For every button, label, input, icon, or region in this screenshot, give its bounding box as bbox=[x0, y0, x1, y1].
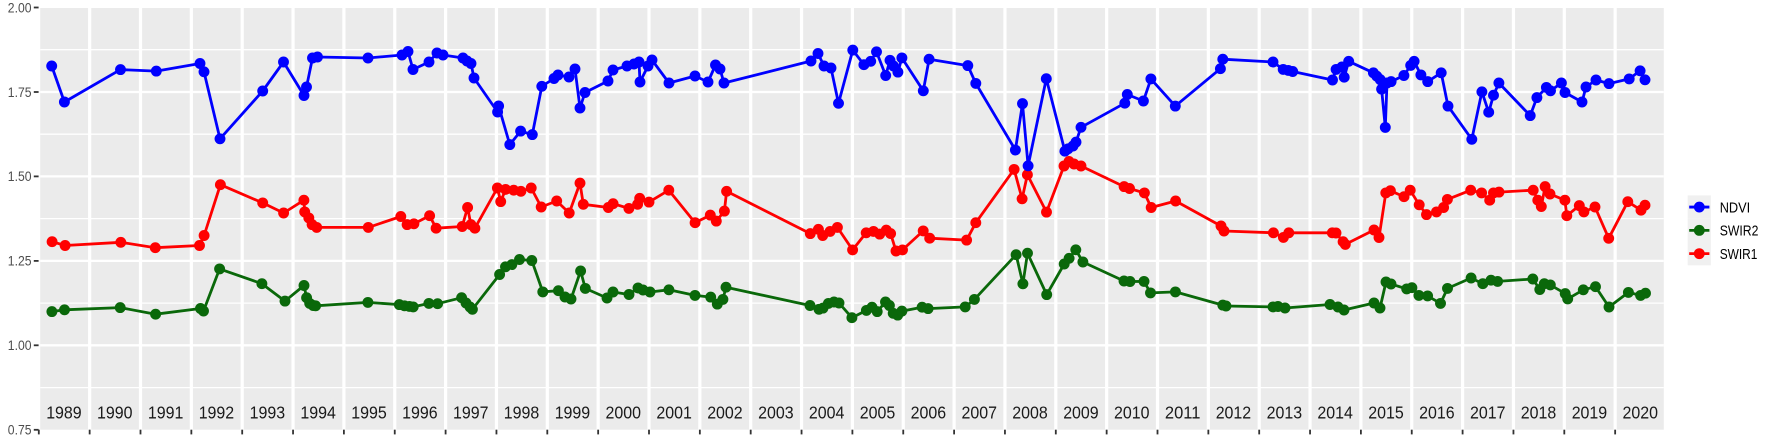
svg-text:2001: 2001 bbox=[656, 403, 692, 423]
svg-text:1.75: 1.75 bbox=[8, 85, 32, 100]
svg-text:2009: 2009 bbox=[1063, 403, 1099, 423]
svg-text:1998: 1998 bbox=[504, 403, 540, 423]
svg-text:2018: 2018 bbox=[1521, 403, 1557, 423]
svg-text:2016: 2016 bbox=[1419, 403, 1455, 423]
svg-text:2014: 2014 bbox=[1317, 403, 1353, 423]
svg-text:2002: 2002 bbox=[707, 403, 743, 423]
svg-text:1991: 1991 bbox=[148, 403, 184, 423]
svg-text:2015: 2015 bbox=[1368, 403, 1404, 423]
svg-text:2010: 2010 bbox=[1114, 403, 1150, 423]
svg-text:2006: 2006 bbox=[911, 403, 947, 423]
svg-text:1997: 1997 bbox=[453, 403, 489, 423]
svg-text:2005: 2005 bbox=[860, 403, 896, 423]
svg-text:1999: 1999 bbox=[555, 403, 591, 423]
svg-text:2017: 2017 bbox=[1470, 403, 1506, 423]
svg-text:SWIR2: SWIR2 bbox=[1720, 223, 1759, 240]
svg-text:2019: 2019 bbox=[1572, 403, 1608, 423]
svg-text:2011: 2011 bbox=[1165, 403, 1201, 423]
svg-text:1996: 1996 bbox=[402, 403, 438, 423]
svg-text:2013: 2013 bbox=[1267, 403, 1303, 423]
svg-text:1992: 1992 bbox=[199, 403, 235, 423]
svg-text:2007: 2007 bbox=[962, 403, 998, 423]
svg-text:1995: 1995 bbox=[351, 403, 387, 423]
svg-text:2000: 2000 bbox=[606, 403, 642, 423]
svg-text:1989: 1989 bbox=[46, 403, 81, 423]
svg-text:1990: 1990 bbox=[97, 403, 133, 423]
svg-text:0.75: 0.75 bbox=[8, 423, 32, 438]
svg-text:1993: 1993 bbox=[250, 403, 286, 423]
svg-text:NDVI: NDVI bbox=[1720, 199, 1751, 216]
svg-text:1.50: 1.50 bbox=[8, 169, 32, 184]
svg-text:1.25: 1.25 bbox=[8, 254, 32, 269]
svg-text:2003: 2003 bbox=[758, 403, 794, 423]
svg-text:2.00: 2.00 bbox=[8, 0, 32, 15]
svg-text:2020: 2020 bbox=[1623, 403, 1659, 423]
svg-text:SWIR1: SWIR1 bbox=[1720, 246, 1758, 263]
svg-text:1.00: 1.00 bbox=[8, 338, 32, 353]
svg-text:2008: 2008 bbox=[1012, 403, 1048, 423]
svg-text:2004: 2004 bbox=[809, 403, 845, 423]
svg-text:2012: 2012 bbox=[1216, 403, 1252, 423]
svg-text:1994: 1994 bbox=[300, 403, 336, 423]
